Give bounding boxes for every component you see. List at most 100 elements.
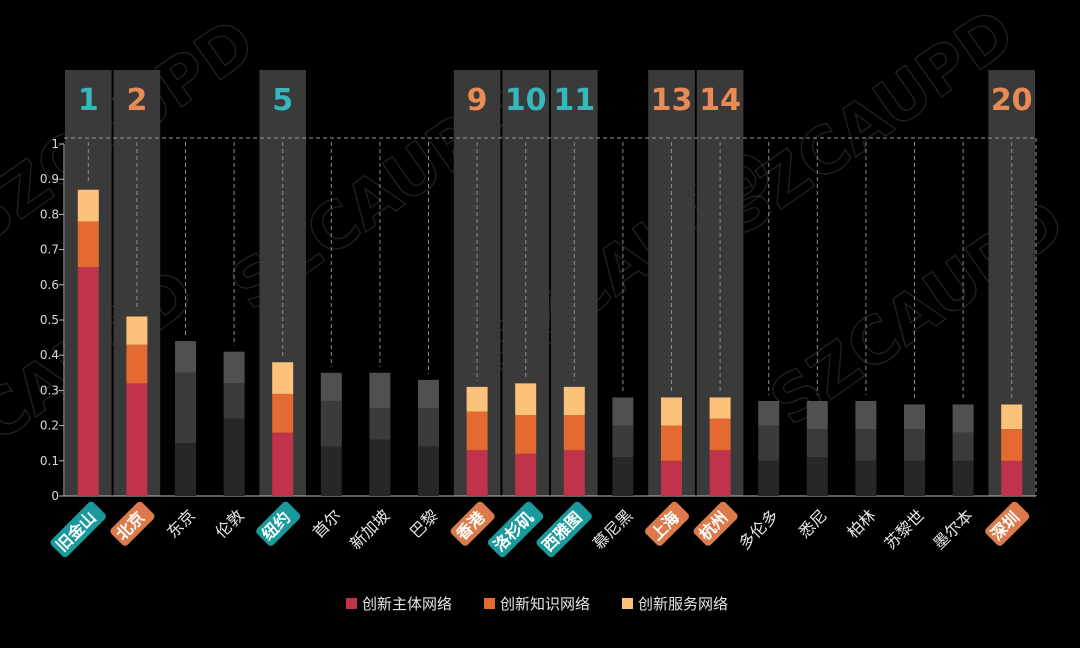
- y-tick-label: 0.6: [40, 278, 59, 292]
- y-tick-label: 0.2: [40, 419, 59, 433]
- category-badge: [110, 501, 155, 546]
- bar-segment-7-2: [369, 408, 391, 440]
- rank-number-10: 10: [505, 83, 547, 118]
- bars: [77, 142, 1023, 496]
- y-tick-label: 0.9: [40, 172, 59, 186]
- bar-segment-19-1: [952, 460, 974, 496]
- bar-segment-15-1: [758, 460, 780, 496]
- bar-segment-7-3: [369, 372, 391, 408]
- rank-number-1: 1: [78, 83, 99, 118]
- bar-segment-5-2: [272, 393, 294, 433]
- bar-segment-4-2: [223, 383, 245, 419]
- bar-segment-3-3: [175, 341, 196, 373]
- y-tick-label: 0.7: [40, 243, 59, 257]
- category-label-18: 苏黎世: [881, 506, 928, 553]
- category-badge: [50, 501, 106, 558]
- bar-segment-12-1: [612, 457, 634, 496]
- bar-segment-18-2: [904, 429, 925, 461]
- category-label-14: 杭州: [693, 501, 738, 546]
- category-text: 墨尔本: [929, 506, 976, 553]
- category-label-4: 伦敦: [212, 506, 248, 542]
- bar-segment-3-2: [175, 372, 196, 444]
- bar-segment-16-2: [806, 429, 828, 458]
- y-tick-label: 0: [51, 489, 59, 503]
- bar-segment-14-2: [709, 418, 731, 451]
- bar-segment-19-2: [952, 432, 974, 461]
- bar-segment-6-1: [320, 446, 342, 496]
- dashed-guides: [64, 137, 1037, 496]
- category-labels: 旧金山 北京 东京 伦敦 纽约 首尔 新加坡 巴黎 香港 洛杉矶 西雅图 慕尼黑 上海 杭州 多伦多 悉尼 柏林…: [50, 501, 1030, 558]
- legend: 创新主体网络 创新知识网络 创新服务网络: [346, 595, 728, 613]
- bar-segment-10-2: [515, 415, 537, 454]
- bar-segment-2-3: [126, 316, 148, 345]
- category-label-19: 墨尔本: [929, 506, 976, 553]
- category-badge: [536, 501, 592, 558]
- bar-segment-4-3: [223, 351, 245, 384]
- category-text: 多伦多: [735, 506, 782, 553]
- category-label-13: 上海: [644, 501, 690, 546]
- category-label-17: 柏林: [843, 506, 879, 542]
- category-badge: [487, 501, 544, 558]
- category-text: 首尔: [309, 506, 345, 542]
- legend-label-2: 创新知识网络: [500, 595, 590, 613]
- bar-segment-13-2: [661, 425, 682, 461]
- y-tick-label: 0.1: [40, 454, 59, 468]
- legend-swatch-2: [484, 598, 495, 609]
- bar-segment-6-2: [320, 400, 342, 447]
- category-badge: [256, 501, 301, 546]
- bar-segment-15-3: [758, 400, 780, 426]
- category-label-3: 东京: [163, 506, 199, 542]
- bar-segment-17-2: [855, 429, 877, 461]
- bar-segment-19-3: [952, 404, 974, 433]
- rank-labels: 1 2 5 9 10 11 13 14 20: [78, 83, 1033, 118]
- bar-segment-11-1: [563, 450, 585, 496]
- bar-segment-3-1: [175, 443, 196, 496]
- bar-segment-5-1: [272, 432, 294, 496]
- category-badge: [644, 501, 690, 546]
- bar-segment-11-3: [563, 386, 585, 416]
- bar-segment-17-3: [855, 400, 877, 430]
- category-label-12: 慕尼黑: [589, 506, 636, 553]
- category-text: 柏林: [843, 506, 879, 542]
- legend-label-3: 创新服务网络: [638, 595, 728, 613]
- legend-swatch-3: [622, 598, 633, 609]
- bar-segment-1-2: [77, 221, 99, 268]
- bar-segment-9-3: [466, 386, 488, 412]
- bar-segment-13-1: [661, 460, 682, 496]
- bar-segment-18-3: [904, 404, 925, 430]
- bar-segment-5-3: [272, 362, 294, 394]
- category-badge: [985, 501, 1030, 546]
- rank-number-11: 11: [553, 83, 595, 118]
- category-text: 慕尼黑: [589, 506, 636, 553]
- bar-segment-16-3: [806, 400, 828, 430]
- category-label-6: 首尔: [309, 506, 345, 542]
- rank-number-13: 13: [651, 83, 693, 118]
- bar-segment-6-3: [320, 372, 342, 401]
- legend-label-1: 创新主体网络: [362, 595, 452, 613]
- bar-segment-8-2: [418, 408, 439, 447]
- category-label-20: 深圳: [985, 501, 1030, 546]
- category-label-16: 悉尼: [795, 506, 831, 542]
- bar-segment-20-1: [1001, 460, 1023, 496]
- bar-segment-9-2: [466, 411, 488, 451]
- category-text: 巴黎: [406, 506, 442, 542]
- watermark-text: SZCAUPD: [708, 0, 1028, 250]
- category-text: 新加坡: [346, 506, 393, 553]
- rank-number-9: 9: [467, 83, 488, 118]
- bar-segment-14-1: [709, 450, 731, 496]
- category-label-8: 巴黎: [406, 506, 442, 542]
- category-text: 东京: [163, 506, 199, 542]
- category-label-2: 北京: [110, 501, 155, 546]
- bar-segment-9-1: [466, 450, 488, 496]
- y-tick-label: 1: [51, 137, 59, 151]
- bar-segment-1-1: [77, 267, 99, 496]
- bar-segment-2-1: [126, 383, 148, 496]
- category-text: 洛杉矶: [490, 508, 537, 555]
- bar-segment-20-3: [1001, 404, 1023, 430]
- rank-number-2: 2: [126, 83, 147, 118]
- bar-segment-1-3: [77, 189, 99, 222]
- category-text: 悉尼: [795, 506, 831, 542]
- y-tick-label: 0.5: [40, 313, 59, 327]
- category-text: 旧金山: [52, 508, 99, 555]
